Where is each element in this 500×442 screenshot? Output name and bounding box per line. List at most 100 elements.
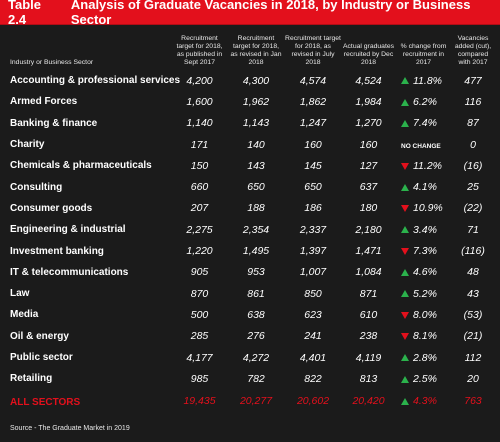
arrow-down-icon bbox=[401, 205, 409, 213]
actual-cell: 127 bbox=[359, 159, 378, 172]
july-target-cell: 650 bbox=[304, 181, 322, 194]
sept-target-cell: 500 bbox=[190, 308, 209, 321]
arrow-up-icon bbox=[401, 290, 409, 298]
change-value: 2.5% bbox=[413, 372, 437, 385]
sector-cell: Consulting bbox=[10, 181, 63, 193]
sept-target-cell: 150 bbox=[190, 159, 209, 172]
sept-target-cell: 905 bbox=[190, 266, 209, 279]
change-cell: 8.0% bbox=[395, 304, 452, 325]
arrow-up-icon bbox=[401, 119, 409, 127]
arrow-up-icon bbox=[401, 375, 409, 383]
arrow-up-icon bbox=[401, 77, 409, 85]
change-value: 4.1% bbox=[413, 181, 437, 194]
change-cell: 11.2% bbox=[395, 155, 452, 176]
header-change: % change from recruitment in 2017 bbox=[400, 43, 447, 66]
header-actual: Actual graduates recruited by Dec 2018 bbox=[343, 43, 395, 66]
change-cell: 2.8% bbox=[395, 347, 452, 368]
july-target-cell: 4,401 bbox=[299, 351, 327, 364]
table-row: Consumer goods 207 188 186 180 10.9% (22) bbox=[6, 198, 494, 219]
table-row: Engineering & industrial 2,275 2,354 2,337 2… bbox=[6, 219, 494, 240]
vacancies-added-cell: 20 bbox=[467, 372, 479, 385]
change-value: 8.1% bbox=[413, 330, 437, 343]
jan-target-cell: 2,354 bbox=[242, 223, 270, 236]
table-row: Charity 171 140 160 160 NO CHANGE 0 bbox=[6, 134, 494, 155]
change-value: 8.0% bbox=[413, 308, 437, 321]
july-target-cell: 186 bbox=[304, 202, 322, 215]
july-target-cell: 20,602 bbox=[296, 395, 330, 408]
sept-target-cell: 285 bbox=[190, 330, 209, 343]
change-value: 5.2% bbox=[413, 287, 437, 300]
change-cell: 4.1% bbox=[395, 176, 452, 197]
table-row: IT & telecommunications 905 953 1,007 1,084 4… bbox=[6, 262, 494, 283]
sector-cell: ALL SECTORS bbox=[10, 396, 81, 408]
sector-cell: Armed Forces bbox=[10, 96, 78, 108]
actual-cell: 871 bbox=[359, 287, 378, 300]
july-target-cell: 4,574 bbox=[299, 74, 327, 87]
change-cell: 2.5% bbox=[395, 368, 452, 389]
actual-cell: 1,471 bbox=[355, 245, 382, 258]
title-bar: Table 2.4 Analysis of Graduate Vacancies… bbox=[0, 0, 500, 27]
actual-cell: 160 bbox=[359, 138, 378, 151]
header-sector: Industry or Business Sector bbox=[10, 59, 94, 66]
sept-target-cell: 4,200 bbox=[186, 74, 213, 87]
table-number: Table 2.4 bbox=[8, 0, 41, 27]
sept-target-cell: 19,435 bbox=[183, 395, 216, 408]
sector-cell: Charity bbox=[10, 139, 45, 151]
sept-target-cell: 171 bbox=[190, 138, 209, 151]
arrow-up-icon bbox=[401, 269, 409, 277]
vacancies-added-cell: (16) bbox=[463, 159, 483, 172]
jan-target-cell: 953 bbox=[247, 266, 265, 279]
change-cell: NO CHANGE bbox=[395, 134, 452, 155]
sept-target-cell: 4,177 bbox=[186, 351, 213, 364]
jan-target-cell: 143 bbox=[247, 159, 265, 172]
jan-target-cell: 140 bbox=[247, 138, 265, 151]
july-target-cell: 1,397 bbox=[299, 245, 327, 258]
actual-cell: 1,984 bbox=[355, 95, 382, 108]
actual-cell: 1,084 bbox=[355, 266, 382, 279]
arrow-up-icon bbox=[401, 354, 409, 362]
arrow-down-icon bbox=[401, 162, 409, 170]
sector-cell: Chemicals & pharmaceuticals bbox=[10, 160, 152, 172]
header-target-july: Recruitment target for 2018, as revised … bbox=[285, 35, 341, 66]
table-row: Public sector 4,177 4,272 4,401 4,119 2.8% 112 bbox=[6, 347, 494, 368]
actual-cell: 610 bbox=[359, 308, 378, 321]
change-cell: 6.2% bbox=[395, 91, 452, 112]
vacancies-added-cell: (53) bbox=[463, 308, 483, 321]
actual-cell: 2,180 bbox=[355, 223, 382, 236]
change-cell: 10.9% bbox=[395, 198, 452, 219]
table-row: Media 500 638 623 610 8.0% (53) bbox=[6, 304, 494, 325]
jan-target-cell: 1,962 bbox=[242, 95, 270, 108]
change-cell: 4.3% bbox=[395, 389, 452, 412]
change-cell: 3.4% bbox=[395, 219, 452, 240]
change-value: 4.3% bbox=[413, 395, 437, 408]
change-cell: 4.6% bbox=[395, 262, 452, 283]
sept-target-cell: 1,140 bbox=[186, 117, 213, 130]
july-target-cell: 241 bbox=[304, 330, 322, 343]
header-target-jan: Recruitment target for 2018, as revised … bbox=[230, 35, 282, 66]
jan-target-cell: 1,495 bbox=[242, 245, 270, 258]
jan-target-cell: 782 bbox=[247, 372, 265, 385]
sector-cell: Oil & energy bbox=[10, 330, 69, 342]
table-row: Retailing 985 782 822 813 2.5% 20 bbox=[6, 368, 494, 389]
table-body: Accounting & professional services 4,200 4… bbox=[6, 70, 494, 413]
change-cell: 8.1% bbox=[395, 326, 452, 347]
sept-target-cell: 660 bbox=[190, 181, 209, 194]
vacancies-table: Industry or Business Sector Recruitment … bbox=[6, 25, 494, 413]
table-row: Investment banking 1,220 1,495 1,397 1,471 7.… bbox=[6, 240, 494, 261]
sector-cell: Engineering & industrial bbox=[10, 224, 126, 236]
change-cell: 5.2% bbox=[395, 283, 452, 304]
sept-target-cell: 1,600 bbox=[186, 95, 213, 108]
vacancies-added-cell: 25 bbox=[467, 181, 479, 194]
table-row: Banking & finance 1,140 1,143 1,247 1,270 7.4… bbox=[6, 113, 494, 134]
change-cell: 7.3% bbox=[395, 240, 452, 261]
vacancies-added-cell: 48 bbox=[467, 266, 479, 279]
table-row: Oil & energy 285 276 241 238 8.1% (21) bbox=[6, 326, 494, 347]
sept-target-cell: 1,220 bbox=[186, 245, 213, 258]
actual-cell: 813 bbox=[359, 372, 378, 385]
vacancies-added-cell: 71 bbox=[467, 223, 479, 236]
vacancies-added-cell: 0 bbox=[470, 138, 476, 151]
table-row: Consulting 660 650 650 637 4.1% 25 bbox=[6, 176, 494, 197]
sector-cell: Accounting & professional services bbox=[10, 75, 181, 87]
arrow-down-icon bbox=[401, 311, 409, 319]
